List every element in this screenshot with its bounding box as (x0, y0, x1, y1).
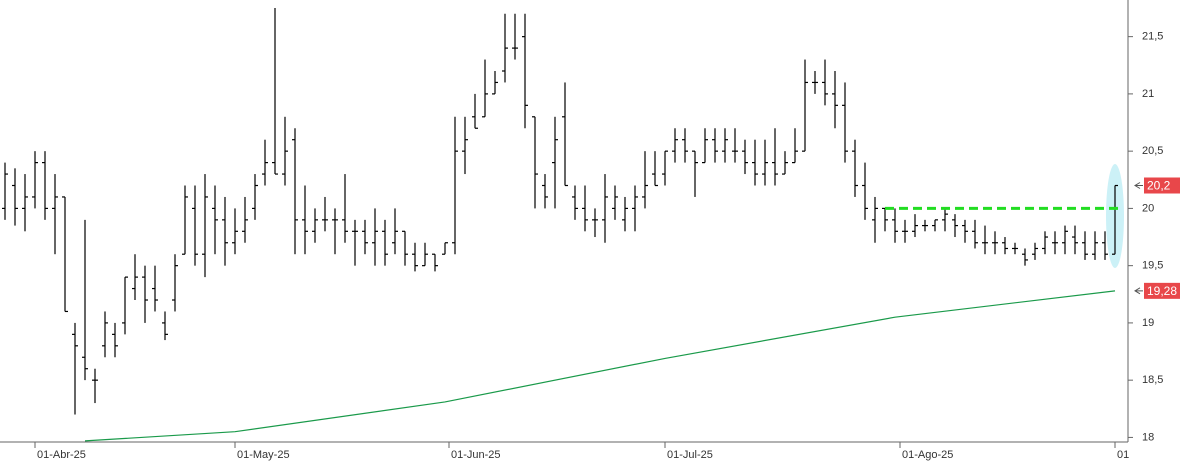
y-tick-label: 21 (1142, 88, 1154, 100)
last-price-label: 20,2 (1147, 179, 1171, 193)
x-tick-label: 01-May-25 (237, 449, 290, 461)
y-tick-label: 19 (1142, 317, 1154, 329)
ma-last-label-box (1144, 282, 1180, 299)
x-tick-label: 01-Abr-25 (37, 449, 86, 461)
y-tick-label: 20 (1142, 202, 1154, 214)
x-tick-label: 01-Jun-25 (451, 449, 501, 461)
last-price-label-arrow (1134, 182, 1143, 189)
y-tick-label: 18 (1142, 431, 1154, 443)
x-tick-label: 01-Ago-25 (902, 449, 953, 461)
ma-last-label-arrow (1134, 287, 1143, 295)
x-tick-label: 01 (1117, 449, 1129, 461)
ma-last-label: 19,28 (1147, 284, 1177, 298)
last-price-label-box (1144, 177, 1180, 194)
y-tick-label: 20,5 (1142, 145, 1163, 157)
y-tick-label: 18,5 (1142, 374, 1163, 386)
moving-average (84, 290, 1116, 442)
y-tick-label: 19,5 (1142, 260, 1163, 272)
x-tick-label: 01-Jul-25 (667, 449, 713, 461)
y-tick-label: 21,5 (1142, 31, 1163, 43)
